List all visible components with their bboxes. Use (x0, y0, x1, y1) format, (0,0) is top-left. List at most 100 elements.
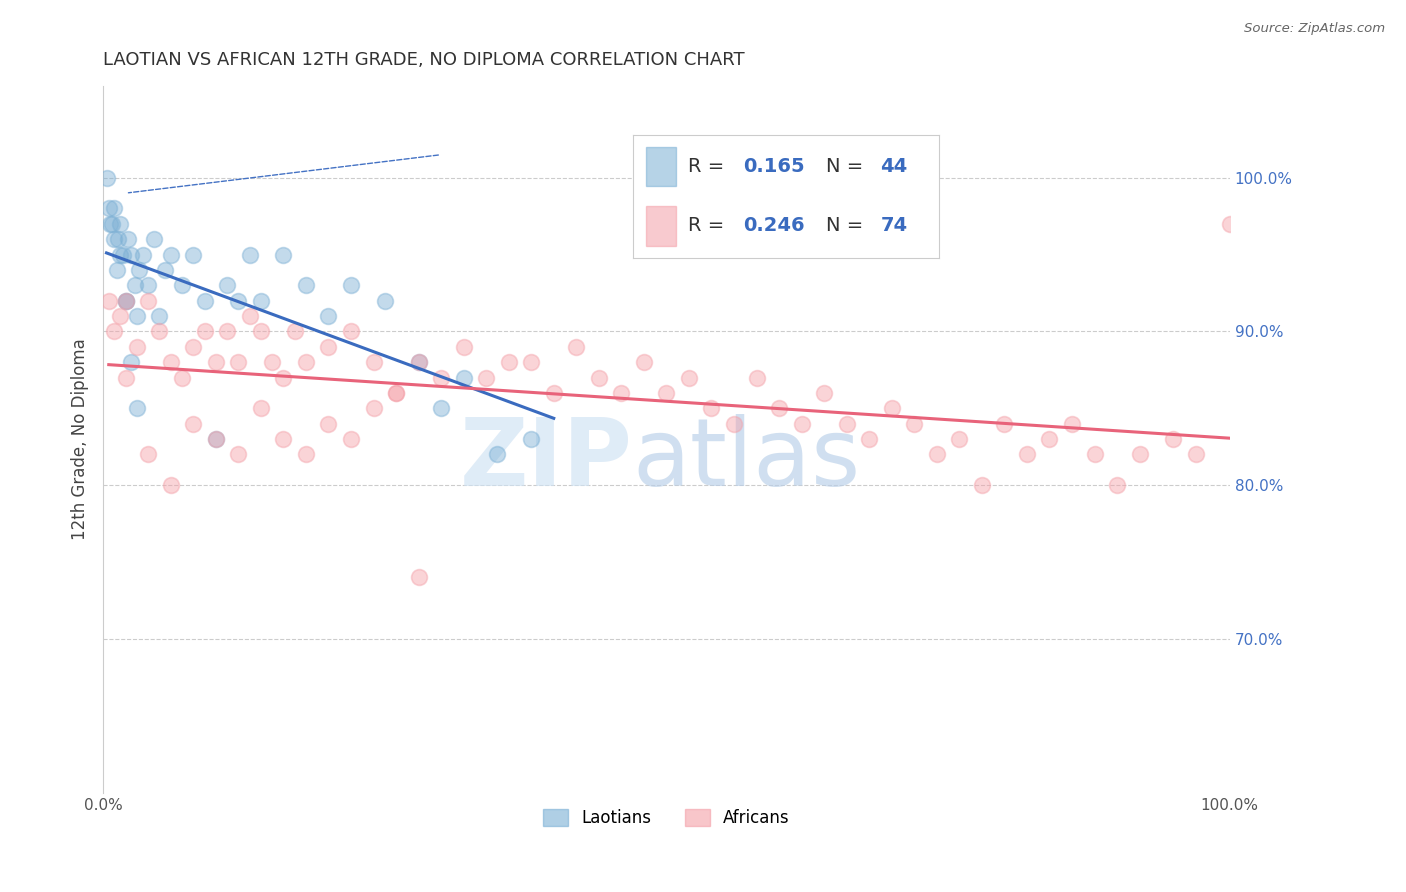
Point (103, 232, 125, 246)
Point (181, 417, 204, 431)
Point (170, 370, 193, 384)
Point (228, 447, 250, 461)
Point (993, 417, 1015, 431)
Point (136, 447, 159, 461)
Point (858, 432, 880, 446)
Point (101, 217, 124, 231)
Point (181, 340, 204, 354)
Point (363, 355, 385, 369)
Point (136, 293, 159, 308)
Point (153, 263, 176, 277)
Point (295, 355, 318, 369)
Point (543, 386, 565, 401)
Point (250, 401, 273, 416)
Point (700, 401, 723, 416)
Point (408, 355, 430, 369)
Point (813, 386, 835, 401)
Point (204, 355, 226, 369)
Point (430, 401, 453, 416)
Point (295, 278, 318, 293)
Point (318, 417, 340, 431)
Point (295, 447, 318, 461)
Point (125, 401, 148, 416)
Point (148, 325, 170, 339)
Text: ZIP: ZIP (460, 414, 633, 507)
Point (318, 340, 340, 354)
Point (1060, 417, 1083, 431)
Point (1219, 217, 1241, 231)
Point (498, 355, 520, 369)
Point (1038, 432, 1060, 446)
Point (181, 247, 204, 261)
Point (159, 355, 181, 369)
Point (385, 386, 408, 401)
Point (131, 247, 153, 261)
Point (948, 432, 970, 446)
Point (124, 278, 146, 293)
Point (103, 202, 125, 216)
Point (228, 355, 250, 369)
Point (340, 432, 363, 446)
Point (97, 202, 120, 216)
Point (98, 217, 121, 231)
Point (790, 417, 813, 431)
Point (1083, 447, 1105, 461)
Text: 0.246: 0.246 (744, 216, 804, 235)
Point (204, 432, 226, 446)
Point (108, 309, 131, 323)
Point (96, 170, 118, 185)
Point (128, 263, 150, 277)
Point (142, 232, 165, 246)
Point (1015, 447, 1038, 461)
Point (723, 417, 745, 431)
Point (565, 340, 588, 354)
Point (239, 247, 262, 261)
Legend: Laotians, Africans: Laotians, Africans (537, 802, 796, 834)
Point (486, 447, 509, 461)
Point (215, 325, 238, 339)
Point (125, 340, 148, 354)
Point (250, 293, 273, 308)
Point (105, 263, 128, 277)
Text: N =: N = (825, 216, 869, 235)
Point (114, 293, 136, 308)
Point (768, 401, 790, 416)
Point (120, 355, 142, 369)
Point (363, 401, 385, 416)
Point (284, 325, 307, 339)
Point (340, 278, 363, 293)
FancyBboxPatch shape (645, 206, 676, 246)
Point (520, 432, 543, 446)
Point (1129, 447, 1152, 461)
Point (273, 432, 295, 446)
Point (475, 370, 498, 384)
Point (273, 247, 295, 261)
Point (1185, 447, 1208, 461)
Text: 74: 74 (880, 216, 908, 235)
Text: 0.165: 0.165 (744, 156, 804, 176)
Point (262, 355, 284, 369)
Point (340, 325, 363, 339)
Point (103, 325, 125, 339)
Point (633, 355, 655, 369)
Point (97, 293, 120, 308)
Point (453, 370, 475, 384)
Point (148, 309, 170, 323)
Point (120, 247, 142, 261)
Point (112, 247, 135, 261)
Point (228, 293, 250, 308)
Text: LAOTIAN VS AFRICAN 12TH GRADE, NO DIPLOMA CORRELATION CHART: LAOTIAN VS AFRICAN 12TH GRADE, NO DIPLOM… (103, 51, 745, 69)
Text: atlas: atlas (633, 414, 860, 507)
Point (903, 417, 925, 431)
Point (107, 232, 129, 246)
Point (250, 325, 273, 339)
Point (745, 370, 768, 384)
Point (159, 247, 181, 261)
Point (408, 355, 430, 369)
Point (430, 370, 453, 384)
Point (970, 478, 993, 492)
Point (408, 570, 430, 584)
Point (835, 417, 858, 431)
Point (170, 278, 193, 293)
Point (193, 325, 215, 339)
